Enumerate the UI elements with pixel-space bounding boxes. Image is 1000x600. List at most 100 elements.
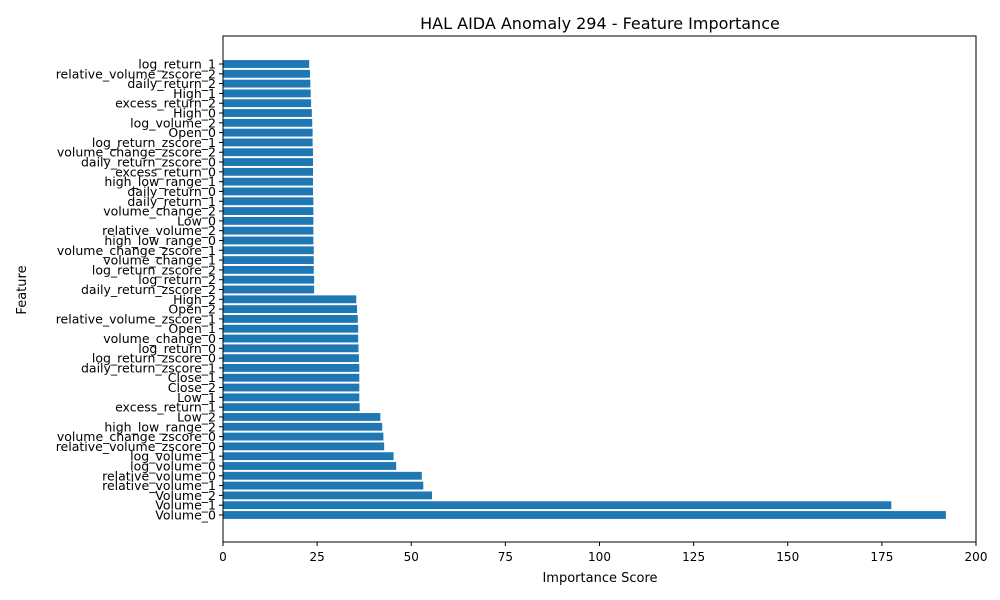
bar-relative_volume_1 — [223, 481, 424, 490]
y-tick-label: Volume_2 — [155, 488, 216, 503]
y-tick-label: log_volume_1 — [130, 449, 216, 464]
y-tick-label: daily_return_zscore_0 — [81, 155, 216, 170]
bar-log_volume_1 — [223, 452, 394, 461]
y-tick-label: volume_change_1 — [103, 253, 216, 268]
x-tick-label: 0 — [219, 550, 227, 564]
y-axis-label: Feature — [15, 265, 30, 314]
bar-log_return_0 — [223, 344, 359, 353]
y-tick-label: volume_change_0 — [103, 331, 216, 346]
bar-High_1 — [223, 89, 311, 98]
bar-volume_change_zscore_0 — [223, 432, 384, 441]
bar-relative_volume_zscore_0 — [223, 442, 385, 451]
bar-daily_return_zscore_2 — [223, 285, 315, 294]
bar-daily_return_1 — [223, 197, 314, 206]
y-tick-label: excess_return_1 — [115, 400, 216, 415]
y-tick-label: log_return_zscore_1 — [92, 135, 216, 150]
bar-volume_change_zscore_2 — [223, 148, 313, 157]
y-tick-label: High_1 — [173, 86, 216, 101]
bar-daily_return_2 — [223, 79, 311, 88]
bar-high_low_range_1 — [223, 177, 313, 186]
bar-Close_2 — [223, 383, 360, 392]
y-tick-label: Volume_0 — [155, 508, 216, 523]
bar-log_volume_0 — [223, 462, 397, 470]
bar-High_2 — [223, 295, 357, 304]
bar-log_volume_2 — [223, 118, 313, 127]
y-tick-label: daily_return_0 — [127, 184, 216, 199]
y-tick-label: daily_return_zscore_1 — [81, 360, 216, 375]
bar-Close_1 — [223, 373, 360, 382]
bar-log_return_1 — [223, 60, 310, 68]
y-tick-label: Open_2 — [168, 302, 216, 317]
bar-relative_volume_0 — [223, 471, 422, 480]
y-tick-label: Low_1 — [177, 390, 216, 405]
x-tick-label: 200 — [965, 550, 988, 564]
bar-relative_volume_zscore_1 — [223, 314, 358, 323]
bar-relative_volume_2 — [223, 226, 314, 235]
y-tick-label: relative_volume_0 — [102, 468, 216, 483]
bar-log_return_2 — [223, 275, 315, 284]
bar-daily_return_zscore_0 — [223, 158, 313, 166]
y-tick-label: log_volume_2 — [130, 115, 216, 130]
y-tick-label: Volume_1 — [155, 498, 216, 513]
bar-Low_0 — [223, 216, 314, 225]
y-tick-label: Close_1 — [168, 370, 216, 385]
y-tick-label: relative_volume_1 — [102, 478, 216, 493]
bar-excess_return_0 — [223, 167, 313, 176]
y-tick-label: log_volume_0 — [130, 458, 216, 473]
y-tick-label: daily_return_2 — [127, 76, 216, 91]
y-tick-label: high_low_range_0 — [104, 233, 216, 248]
y-ticks-layer: Volume_0Volume_1Volume_2relative_volume_… — [56, 57, 223, 523]
chart-title: HAL AIDA Anomaly 294 - Feature Importanc… — [420, 14, 780, 33]
y-tick-label: high_low_range_2 — [104, 419, 216, 434]
bar-Low_2 — [223, 413, 381, 421]
x-tick-label: 25 — [309, 550, 324, 564]
x-ticks-layer: 0 25 50 75 100 125 150 175 200 — [219, 542, 987, 564]
bar-Volume_2 — [223, 491, 432, 500]
bar-Volume_1 — [223, 501, 892, 510]
y-tick-label: daily_return_1 — [127, 194, 216, 209]
bar-daily_return_0 — [223, 187, 313, 196]
y-tick-label: volume_change_zscore_1 — [57, 243, 216, 258]
bar-log_return_zscore_0 — [223, 354, 359, 363]
bar-Open_1 — [223, 324, 359, 333]
bar-Open_0 — [223, 128, 313, 137]
x-tick-label: 75 — [498, 550, 513, 564]
bar-relative_volume_zscore_2 — [223, 69, 310, 78]
bar-volume_change_2 — [223, 207, 314, 215]
bar-high_low_range_0 — [223, 236, 314, 245]
bar-volume_change_1 — [223, 256, 314, 265]
bar-Volume_0 — [223, 511, 946, 519]
x-tick-label: 150 — [776, 550, 799, 564]
bar-Open_2 — [223, 305, 358, 314]
bar-excess_return_2 — [223, 99, 312, 108]
y-tick-label: volume_change_zscore_0 — [57, 429, 216, 444]
y-tick-label: log_return_zscore_2 — [92, 262, 216, 277]
y-tick-label: relative_volume_zscore_2 — [56, 66, 216, 81]
y-tick-label: log_return_0 — [138, 341, 216, 356]
x-tick-label: 175 — [870, 550, 893, 564]
bar-volume_change_zscore_1 — [223, 246, 314, 255]
y-tick-label: Low_0 — [177, 213, 216, 228]
bar-log_return_zscore_1 — [223, 138, 313, 147]
y-tick-label: daily_return_zscore_2 — [81, 282, 216, 297]
x-axis-label: Importance Score — [542, 571, 657, 586]
bars-layer — [223, 60, 946, 519]
y-tick-label: Open_0 — [168, 125, 216, 140]
bar-High_0 — [223, 109, 312, 117]
y-tick-label: Open_1 — [168, 321, 216, 336]
plot-frame — [222, 35, 977, 543]
y-tick-label: excess_return_2 — [115, 96, 216, 111]
bar-excess_return_1 — [223, 403, 360, 412]
y-tick-label: relative_volume_zscore_0 — [56, 439, 216, 454]
bar-Low_1 — [223, 393, 360, 402]
y-tick-label: high_low_range_1 — [104, 174, 216, 189]
x-tick-label: 125 — [682, 550, 705, 564]
y-tick-label: relative_volume_2 — [102, 223, 216, 238]
y-tick-label: log_return_zscore_0 — [92, 351, 216, 366]
y-tick-label: volume_change_2 — [103, 204, 216, 219]
y-tick-label: log_return_2 — [138, 272, 216, 287]
y-tick-label: relative_volume_zscore_1 — [56, 311, 216, 326]
bar-log_return_zscore_2 — [223, 265, 314, 274]
